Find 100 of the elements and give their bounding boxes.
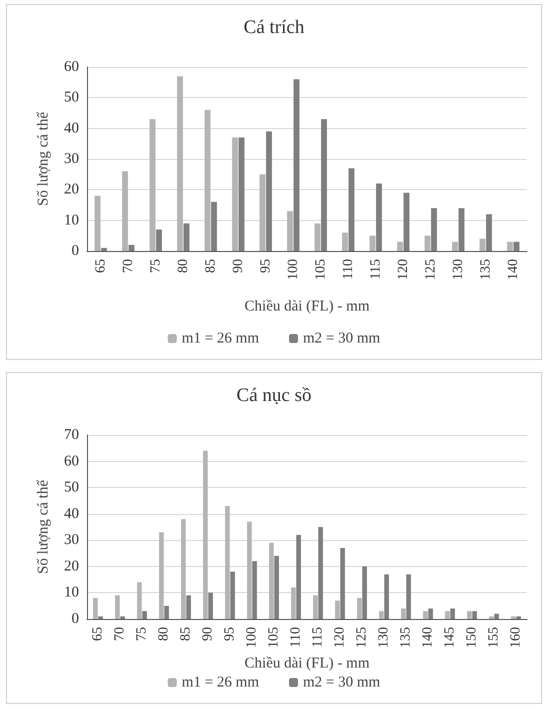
y-tick-label: 0 (72, 243, 79, 259)
x-tick-label: 155 (486, 627, 502, 648)
bar (318, 527, 323, 619)
x-tick-label: 95 (222, 627, 238, 641)
bar (370, 236, 376, 251)
legend-label: m1 = 26 mm (182, 330, 260, 346)
y-tick-label: 20 (64, 558, 79, 574)
bar (507, 242, 513, 251)
x-tick-label: 130 (376, 627, 392, 648)
bar (335, 600, 340, 619)
bar (472, 611, 477, 619)
x-tick-label: 140 (420, 627, 436, 648)
x-tick-label: 75 (148, 259, 164, 273)
x-tick-label: 135 (398, 627, 414, 648)
x-tick-label: 100 (286, 259, 301, 280)
bar (137, 582, 142, 619)
bar (142, 611, 147, 619)
x-tick-label: 90 (230, 259, 246, 273)
x-axis-title: Chiều dài (FL) - mm (244, 655, 370, 672)
bar (184, 223, 190, 251)
bar (208, 592, 213, 619)
x-tick-label: 160 (508, 627, 524, 648)
x-axis-title: Chiều dài (FL) - mm (244, 298, 370, 314)
bar (404, 192, 410, 251)
x-tick-label: 150 (464, 627, 480, 648)
bar (514, 242, 520, 251)
x-tick-label: 135 (478, 259, 494, 280)
bar (340, 548, 345, 619)
bar (101, 248, 107, 251)
bar (314, 223, 320, 251)
x-tick-label: 65 (93, 259, 108, 273)
bar (342, 232, 348, 251)
bar (357, 598, 362, 619)
y-tick-label: 20 (64, 182, 79, 198)
x-tick-label: 125 (423, 259, 438, 280)
bar (115, 595, 120, 619)
bar (230, 572, 235, 619)
bar (294, 79, 300, 251)
bar (238, 138, 244, 251)
bar (159, 532, 164, 619)
bar (424, 236, 430, 251)
bar (486, 214, 492, 251)
x-tick-label: 110 (288, 627, 304, 648)
bar (122, 171, 128, 251)
bar (376, 184, 382, 251)
bar (458, 208, 464, 251)
x-tick-label: 70 (112, 627, 128, 641)
bar (450, 608, 455, 619)
x-tick-label: 80 (156, 627, 172, 641)
x-tick-label: 75 (134, 627, 150, 641)
x-tick-label: 115 (368, 259, 384, 280)
y-tick-label: 0 (72, 611, 79, 627)
bar (494, 614, 499, 619)
y-tick-label: 10 (64, 212, 79, 228)
x-tick-label: 105 (266, 627, 282, 648)
bar (431, 208, 437, 251)
x-tick-label: 85 (203, 259, 218, 273)
bar (177, 76, 183, 251)
x-tick-label: 145 (442, 627, 458, 648)
bar (164, 606, 169, 619)
bar (379, 611, 384, 619)
x-tick-label: 120 (332, 627, 348, 648)
legend-label: m2 = 30 mm (303, 330, 381, 346)
bar (274, 556, 279, 619)
bar (287, 211, 293, 251)
x-tick-label: 115 (310, 627, 326, 648)
bar (384, 574, 389, 619)
x-tick-label: 105 (313, 259, 328, 280)
bar (150, 119, 156, 251)
x-tick-label: 95 (258, 259, 274, 273)
y-tick-label: 50 (64, 480, 79, 496)
x-tick-label: 110 (340, 259, 356, 280)
bar (225, 506, 230, 619)
bar (480, 238, 486, 251)
chart-title: Cá trích (244, 17, 305, 38)
legend-label: m1 = 26 mm (182, 674, 260, 690)
bar (313, 595, 318, 619)
bar (260, 174, 266, 251)
bar (203, 450, 208, 619)
x-tick-label: 140 (506, 259, 521, 280)
bar (211, 202, 217, 251)
y-axis-title: Số lượng cá thể (36, 112, 52, 206)
x-tick-label: 130 (450, 259, 466, 280)
legend-label: m2 = 30 mm (303, 674, 381, 690)
bar (348, 168, 354, 251)
bar (516, 616, 521, 619)
bar (266, 131, 272, 251)
x-tick-label: 70 (120, 259, 136, 273)
bar (467, 611, 472, 619)
bar (428, 608, 433, 619)
bar (291, 587, 296, 619)
y-tick-label: 40 (64, 120, 79, 136)
y-tick-label: 60 (64, 453, 79, 470)
bar (397, 242, 403, 251)
x-tick-label: 100 (244, 627, 260, 648)
bar (511, 616, 516, 619)
bar (186, 595, 191, 619)
bar (321, 119, 327, 251)
bar (423, 611, 428, 619)
bar (296, 534, 301, 619)
